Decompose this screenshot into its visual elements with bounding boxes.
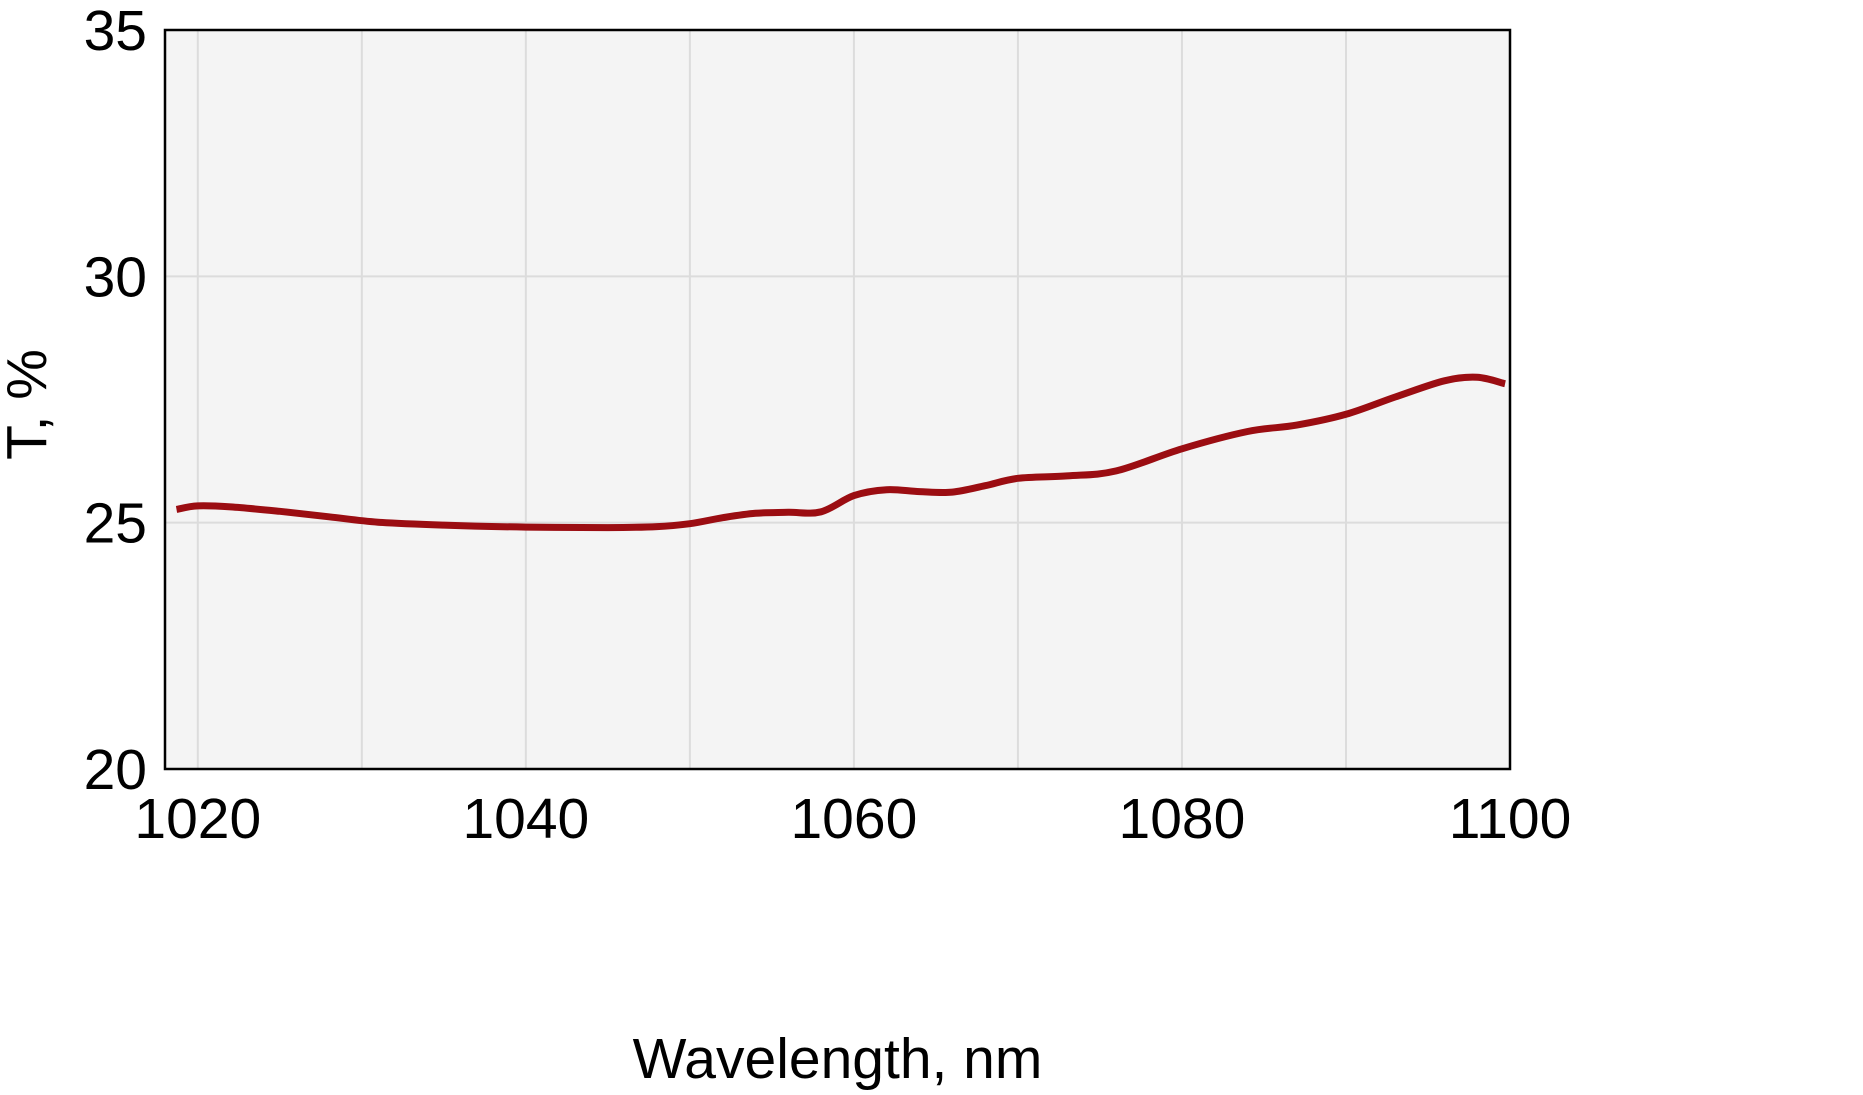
- plot-background: [165, 30, 1510, 769]
- x-axis-label: Wavelength, nm: [633, 1027, 1043, 1091]
- y-tick-label: 20: [84, 738, 147, 802]
- y-tick-label: 35: [84, 0, 147, 63]
- x-tick-label: 1100: [1449, 787, 1572, 851]
- x-tick-label: 1080: [1119, 787, 1246, 851]
- y-tick-labels: 20 25 30 35: [84, 0, 147, 802]
- grid-lines: [165, 30, 1510, 769]
- x-tick-label: 1060: [790, 787, 917, 851]
- x-tick-label: 1040: [462, 787, 589, 851]
- y-tick-label: 30: [84, 245, 147, 309]
- plot-frame: [163, 28, 1512, 771]
- transmission-line: [175, 373, 1506, 532]
- x-tick-label: 1020: [134, 787, 261, 851]
- y-tick-label: 25: [84, 492, 147, 556]
- y-axis-label: T, %: [0, 349, 59, 460]
- x-tick-labels: 1020 1040 1060 1080 1100: [134, 787, 1571, 851]
